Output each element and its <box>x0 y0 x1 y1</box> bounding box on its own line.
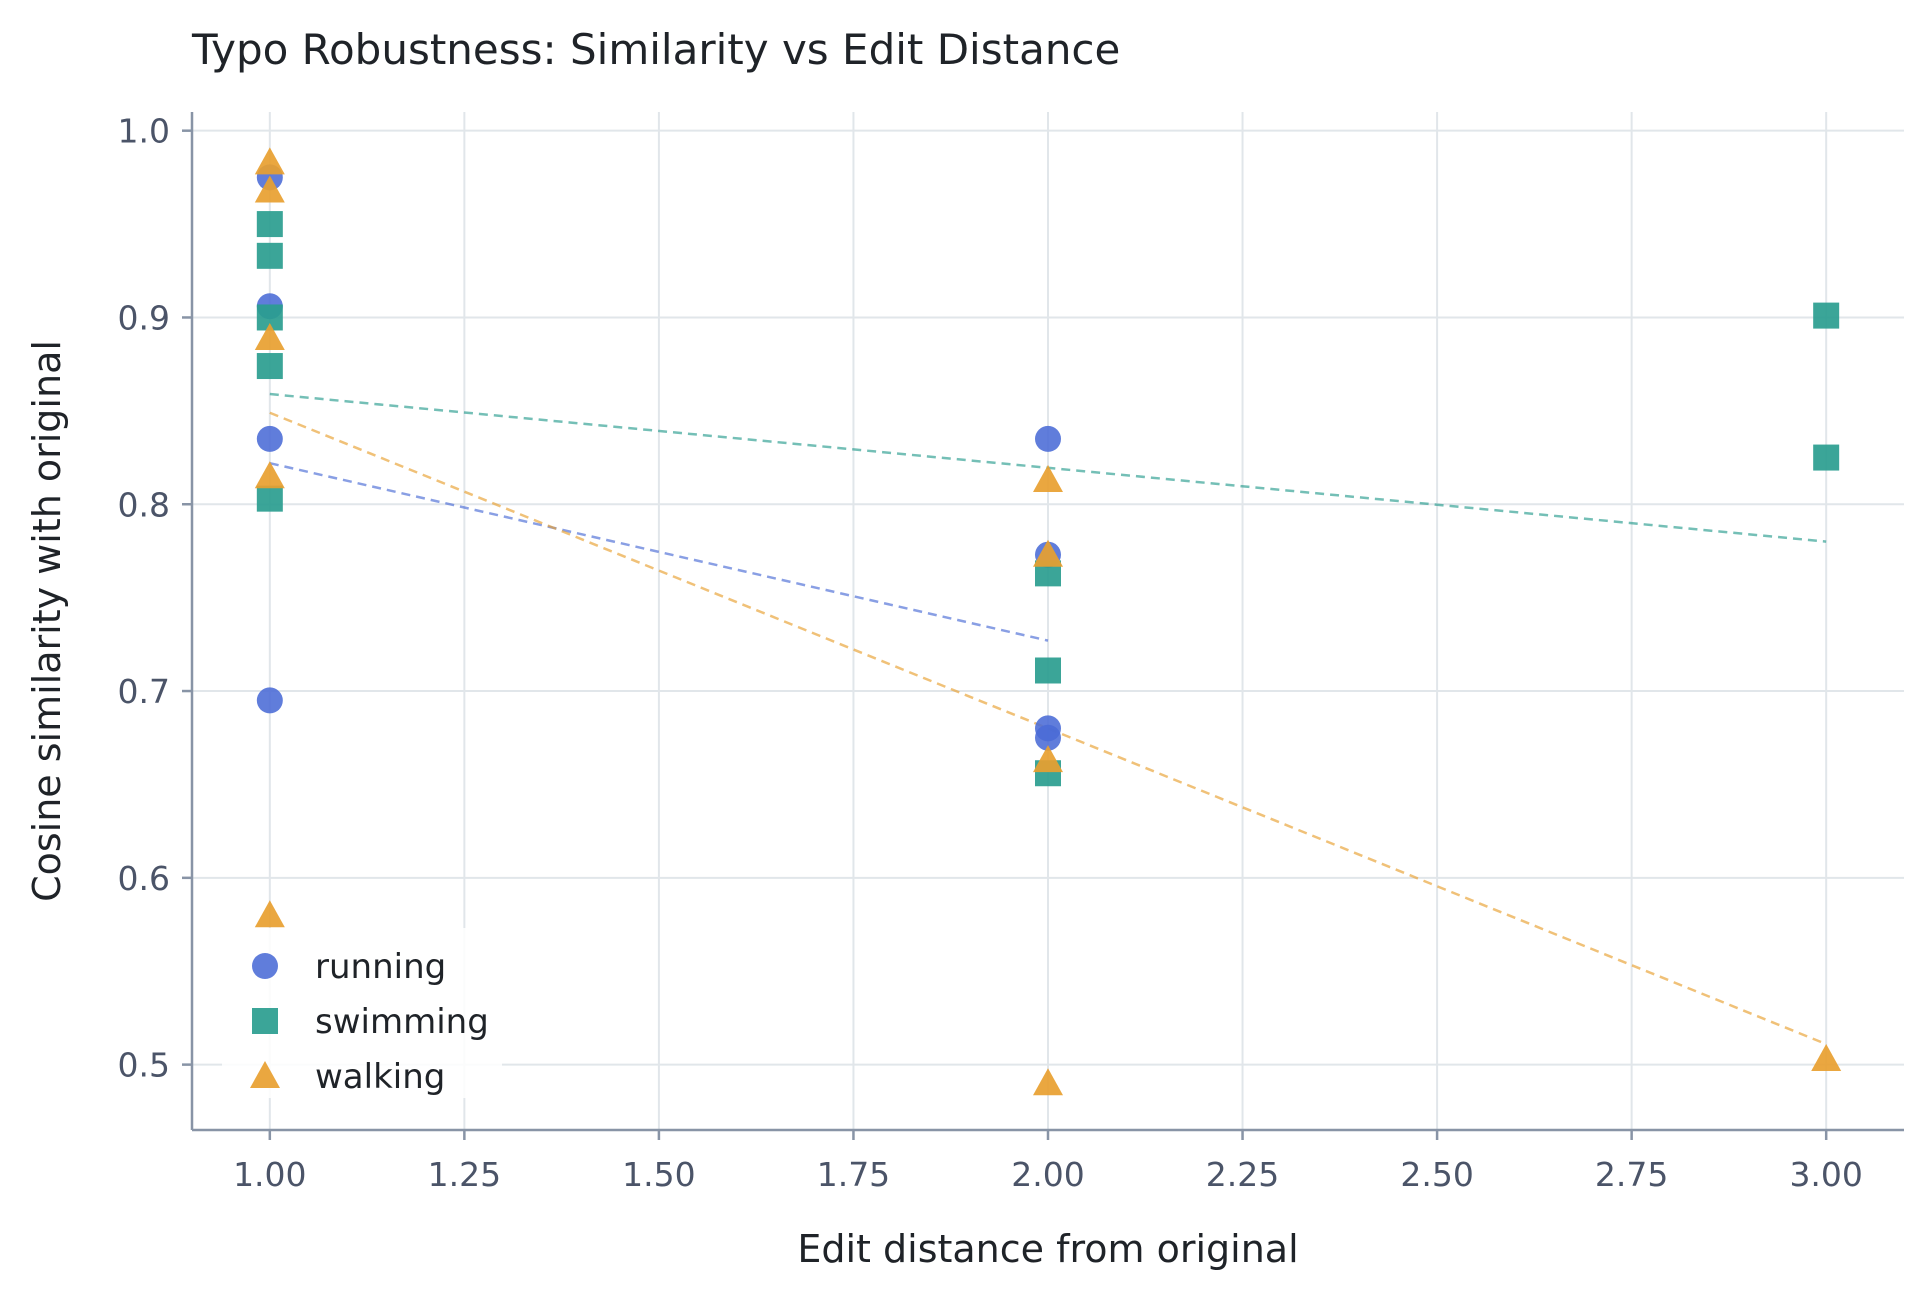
walking-point <box>254 175 285 203</box>
grid <box>192 112 1904 1130</box>
y-tick-label: 1.0 <box>118 112 170 151</box>
x-tick-label: 1.50 <box>622 1155 695 1194</box>
legend-marker-running <box>252 953 278 979</box>
swimming-point <box>1813 302 1840 329</box>
x-tick-label: 2.50 <box>1400 1155 1473 1194</box>
x-tick-label: 2.25 <box>1206 1155 1279 1194</box>
swimming-point <box>1035 657 1061 684</box>
x-tick-label: 1.00 <box>233 1155 306 1194</box>
x-tick-label: 2.00 <box>1011 1155 1084 1194</box>
x-tick-label: 3.00 <box>1789 1155 1862 1194</box>
x-tick-label: 1.75 <box>817 1155 890 1194</box>
legend: running swimming walking <box>222 928 502 1098</box>
walking-point <box>254 461 285 489</box>
y-tick-label: 0.6 <box>118 859 170 898</box>
legend-box <box>222 928 502 1098</box>
walking-point <box>254 147 285 175</box>
legend-label-swimming: swimming <box>315 1002 489 1042</box>
walking-point <box>1033 464 1063 492</box>
swimming-point <box>256 353 283 380</box>
walking-point <box>1033 745 1063 773</box>
running-point <box>1035 425 1061 452</box>
walking-point <box>254 900 285 928</box>
swimming-point <box>1813 444 1840 471</box>
legend-label-walking: walking <box>315 1057 445 1097</box>
x-axis-label: Edit distance from original <box>797 1227 1298 1271</box>
y-tick-label: 0.7 <box>118 672 170 711</box>
walking-point <box>1033 1068 1063 1096</box>
swimming-point <box>256 242 283 269</box>
x-tick-label: 2.75 <box>1595 1155 1668 1194</box>
y-tick-label: 0.8 <box>118 485 170 524</box>
running-point <box>1035 724 1061 751</box>
swimming-point <box>256 211 283 238</box>
ticks: 1.00 1.25 1.50 1.75 2.00 2.25 2.50 2.75 3.00 0.5 0… <box>118 112 1863 1194</box>
legend-label-running: running <box>315 947 446 987</box>
walking-trend-line <box>269 411 1827 1046</box>
x-tick-label: 1.25 <box>428 1155 501 1194</box>
legend-marker-walking <box>250 1061 280 1088</box>
running-point <box>256 687 283 714</box>
running-point <box>256 425 283 452</box>
walking-point <box>1033 539 1063 567</box>
walking-point <box>254 323 285 351</box>
swimming-point <box>256 485 283 512</box>
y-tick-label: 0.9 <box>118 298 170 337</box>
chart-title: Typo Robustness: Similarity vs Edit Dist… <box>191 25 1120 74</box>
legend-marker-swimming <box>252 1008 278 1034</box>
y-axis-label: Cosine similarity with original <box>25 340 69 902</box>
y-tick-label: 0.5 <box>118 1046 170 1085</box>
walking-point <box>1811 1044 1842 1072</box>
data-points <box>254 147 1842 1096</box>
running-trend-line <box>269 461 1049 642</box>
